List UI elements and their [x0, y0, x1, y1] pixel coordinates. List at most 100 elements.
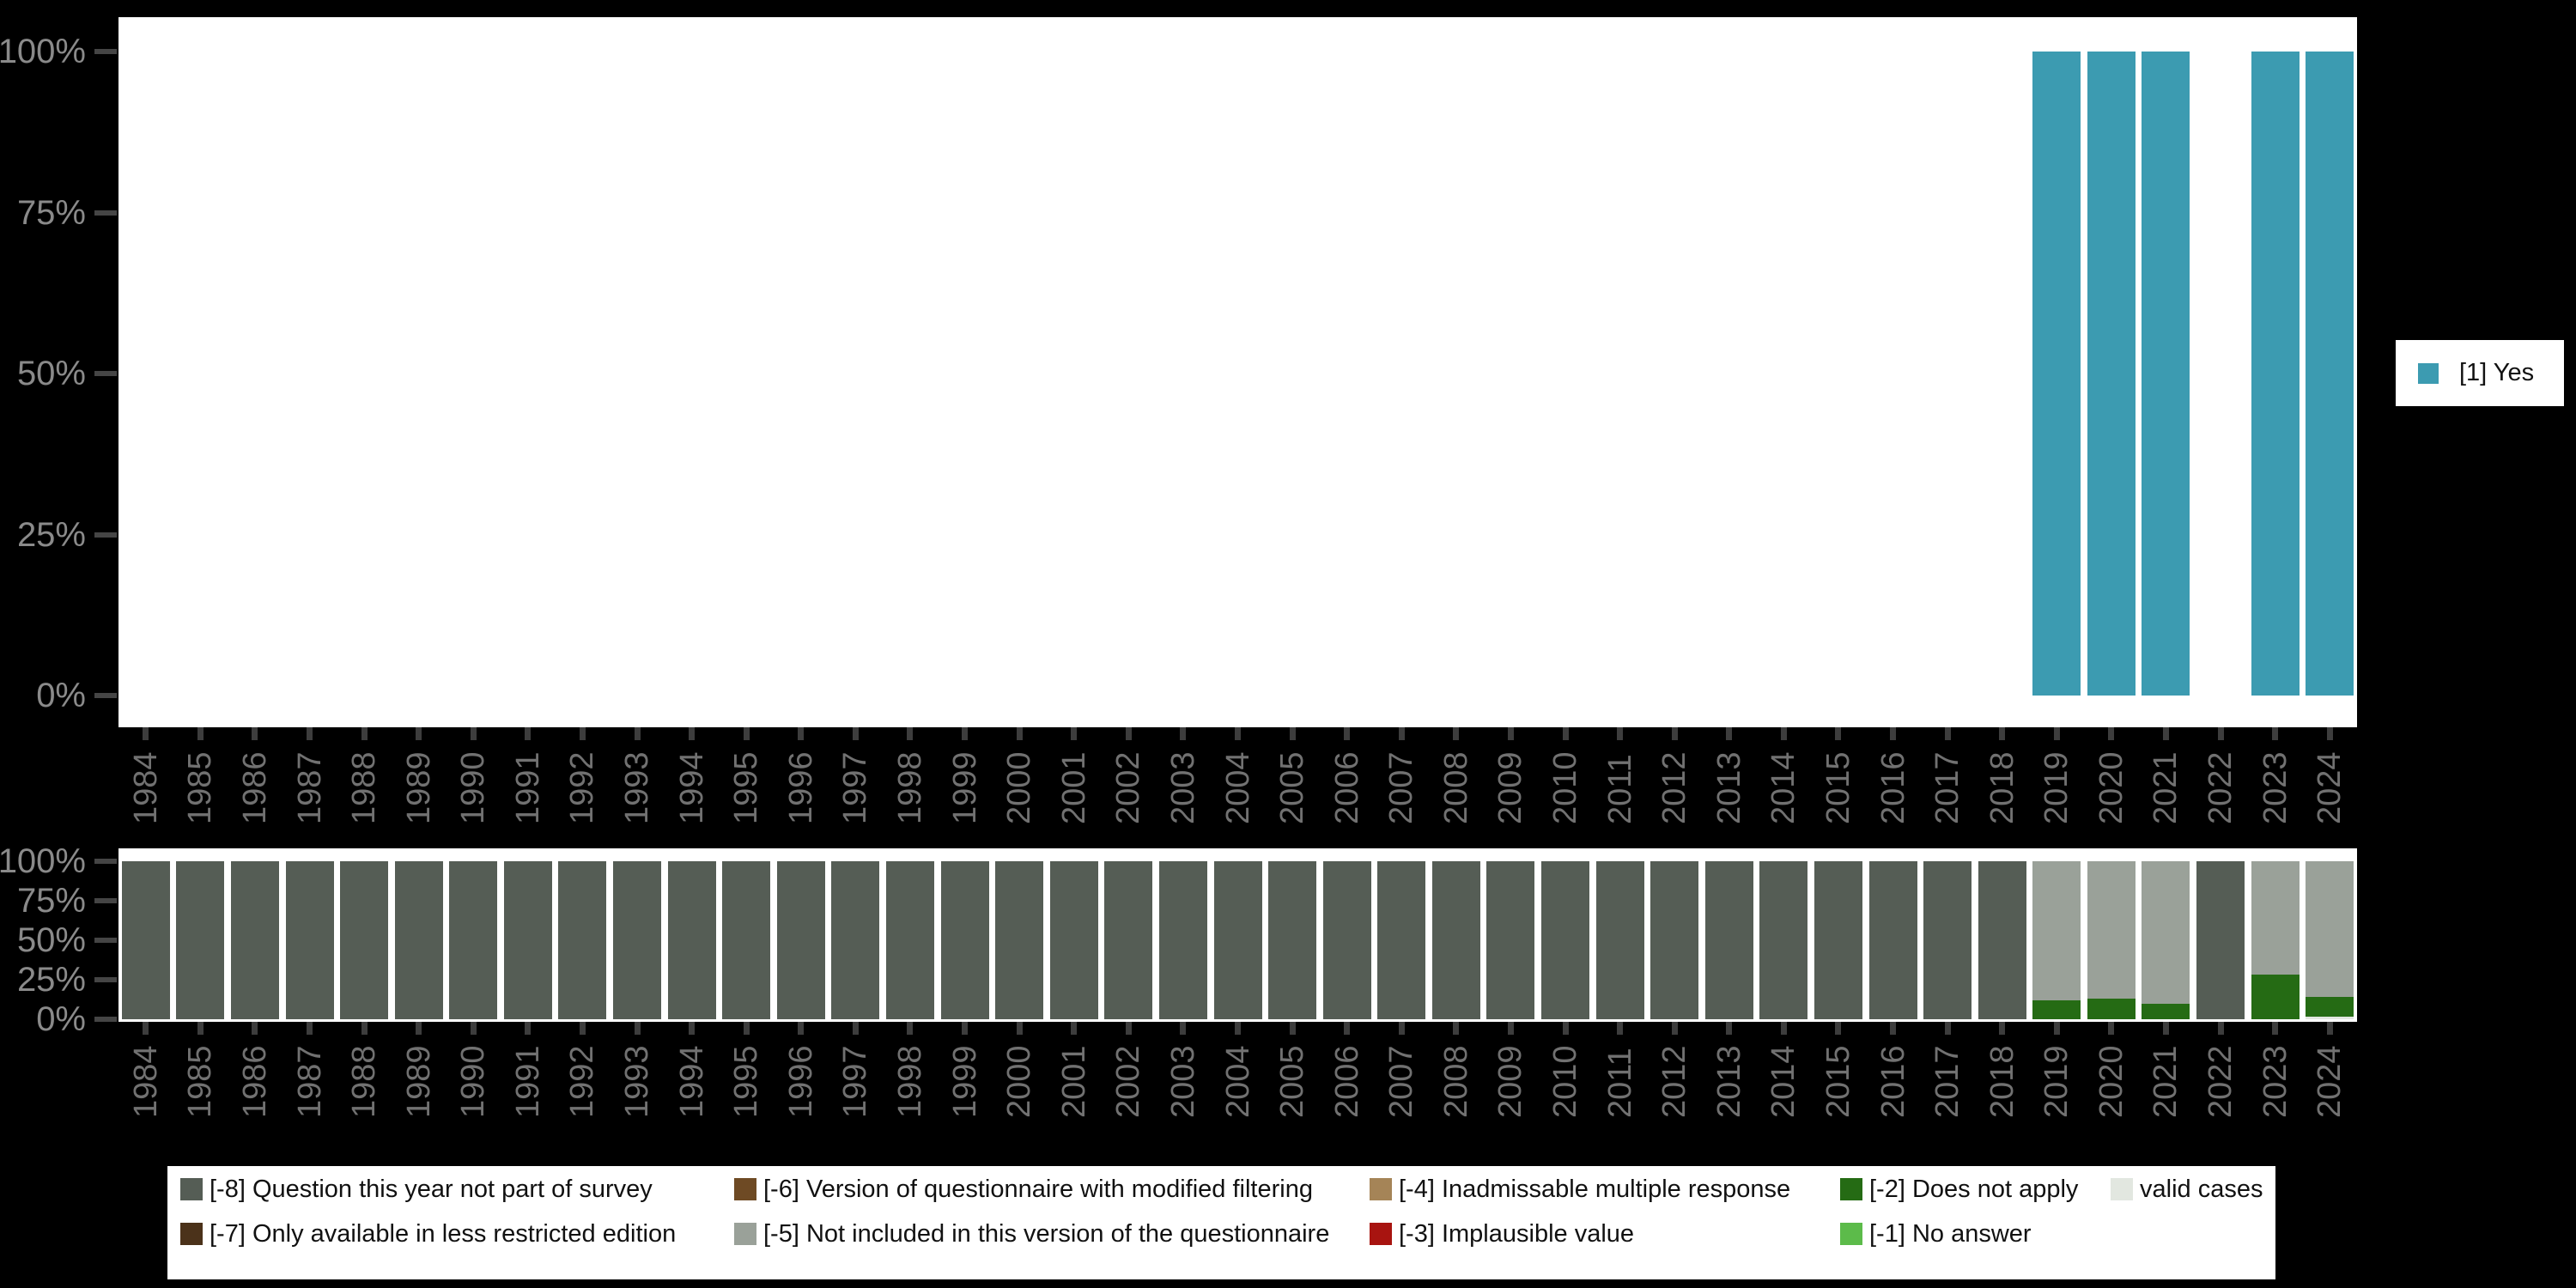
x-axis-year-label: 2002 — [1110, 1045, 1147, 1118]
legend-item: [-2] Does not apply — [1840, 1177, 2078, 1202]
x-axis-year-label: 2011 — [1601, 754, 1638, 824]
x-axis-tick — [1890, 727, 1897, 740]
bar-segment-2024 — [2306, 861, 2354, 998]
x-axis-tick — [1671, 1022, 1678, 1035]
bar-segment-1998 — [885, 861, 934, 1019]
bar-segment-1992 — [558, 861, 607, 1019]
x-axis-year-label: 2009 — [1492, 1045, 1529, 1118]
x-axis-year-label: 2018 — [1984, 1045, 2020, 1118]
legend-swatch — [1370, 1178, 1392, 1200]
bar-segment-2022 — [2196, 861, 2245, 1019]
legend-valid-values: [1] Yes — [2396, 340, 2564, 406]
x-axis-year-label: 2005 — [1274, 1045, 1311, 1118]
bar-segment-1994 — [667, 861, 716, 1019]
y-axis-tick-label: 0% — [36, 1000, 86, 1038]
x-axis-tick — [1235, 1022, 1241, 1035]
bar-segment-2003 — [1158, 861, 1207, 1019]
x-axis-tick — [1890, 1022, 1897, 1035]
x-axis-year-label: 2023 — [2257, 1045, 2293, 1118]
x-axis-tick — [962, 727, 969, 740]
x-axis-tick — [743, 1022, 750, 1035]
bar-segment-2004 — [1213, 861, 1262, 1019]
x-axis-year-label: 2019 — [2038, 1045, 2075, 1118]
x-axis-tick — [1617, 1022, 1624, 1035]
legend-swatch — [1840, 1178, 1862, 1200]
bar-segment-2021 — [2142, 861, 2190, 1004]
y-axis-tick-label: 100% — [0, 33, 86, 70]
x-axis-tick — [416, 727, 422, 740]
x-axis-tick — [2217, 1022, 2224, 1035]
x-axis-year-label: 2016 — [1874, 751, 1911, 824]
legend-item: [-6] Version of questionnaire with modif… — [734, 1176, 1313, 1203]
bar-segment-1993 — [613, 861, 662, 1019]
bar-segment-2017 — [1923, 861, 1972, 1019]
x-axis-tick — [2272, 727, 2279, 740]
x-axis-year-label: 2024 — [2312, 1045, 2348, 1118]
bar-segment-2018 — [1978, 861, 2026, 1019]
x-axis-year-label: 1991 — [509, 751, 546, 824]
x-axis-tick — [470, 727, 477, 740]
bar-segment-2001 — [1049, 861, 1098, 1019]
bar-segment-2014 — [1759, 861, 1808, 1019]
x-axis-year-label: 1988 — [346, 1045, 383, 1118]
x-axis-year-label: 1995 — [728, 751, 765, 824]
x-axis-tick — [1562, 1022, 1569, 1035]
bar-segment-1995 — [722, 861, 771, 1019]
x-axis-tick — [1507, 1022, 1514, 1035]
x-axis-year-label: 1987 — [291, 1045, 328, 1118]
y-axis-tick — [94, 859, 117, 864]
x-axis-tick — [852, 1022, 859, 1035]
x-axis-tick — [143, 1022, 149, 1035]
x-axis-tick — [470, 1022, 477, 1035]
x-axis-year-label: 2013 — [1710, 751, 1747, 824]
bar-segment-2024 — [2306, 52, 2354, 696]
x-axis-year-label: 1999 — [946, 1045, 983, 1118]
x-axis-tick — [307, 1022, 313, 1035]
bar-segment-2023 — [2251, 52, 2300, 696]
bar-segment-2015 — [1814, 861, 1862, 1019]
x-axis-year-label: 1986 — [236, 1045, 273, 1118]
x-axis-tick — [1453, 727, 1460, 740]
x-axis-year-label: 2018 — [1984, 751, 2020, 824]
x-axis-year-label: 2016 — [1874, 1045, 1911, 1118]
x-axis-tick — [1398, 1022, 1405, 1035]
x-axis-year-label: 1998 — [891, 751, 928, 824]
bar-segment-2024 — [2306, 1017, 2354, 1019]
x-axis-year-label: 1994 — [673, 1045, 710, 1118]
legend-item-label: [-8] Question this year not part of surv… — [210, 1176, 653, 1203]
x-axis-tick — [1999, 1022, 2006, 1035]
x-axis-year-label: 1992 — [564, 1045, 601, 1118]
x-axis-tick — [361, 1022, 368, 1035]
x-axis-year-label: 2009 — [1492, 751, 1529, 824]
legend-item-label: [-6] Version of questionnaire with modif… — [763, 1176, 1313, 1203]
x-axis-year-label: 2020 — [2093, 1045, 2129, 1118]
bar-segment-2016 — [1868, 861, 1917, 1019]
y-axis-tick — [94, 371, 117, 376]
legend-swatch — [1370, 1223, 1392, 1245]
x-axis-year-label: 1995 — [728, 1045, 765, 1118]
x-axis-tick — [1726, 1022, 1733, 1035]
legend-item: [-1] No answer — [1840, 1222, 2032, 1247]
legend-swatch — [2111, 1178, 2133, 1200]
x-axis-tick — [2272, 1022, 2279, 1035]
x-axis-tick — [197, 1022, 204, 1035]
legend-yes-swatch — [2418, 362, 2439, 384]
x-axis-year-label: 2015 — [1820, 751, 1856, 824]
x-axis-tick — [2326, 727, 2333, 740]
x-axis-year-label: 2012 — [1656, 751, 1693, 824]
x-axis-year-label: 2017 — [1929, 751, 1966, 824]
bar-segment-1999 — [940, 861, 989, 1019]
x-axis-year-label: 2012 — [1656, 1045, 1693, 1118]
x-axis-year-label: 2015 — [1820, 1045, 1856, 1118]
x-axis-tick — [416, 1022, 422, 1035]
y-axis-tick — [94, 1017, 117, 1022]
x-axis-year-label: 1984 — [127, 751, 164, 824]
x-axis-year-label: 2017 — [1929, 1045, 1966, 1118]
x-axis-tick — [252, 727, 258, 740]
x-axis-tick — [1835, 1022, 1842, 1035]
x-axis-tick — [2053, 727, 2060, 740]
bar-segment-1996 — [776, 861, 825, 1019]
y-axis-tick — [94, 938, 117, 943]
x-axis-tick — [634, 1022, 641, 1035]
y-axis-tick — [94, 532, 117, 538]
